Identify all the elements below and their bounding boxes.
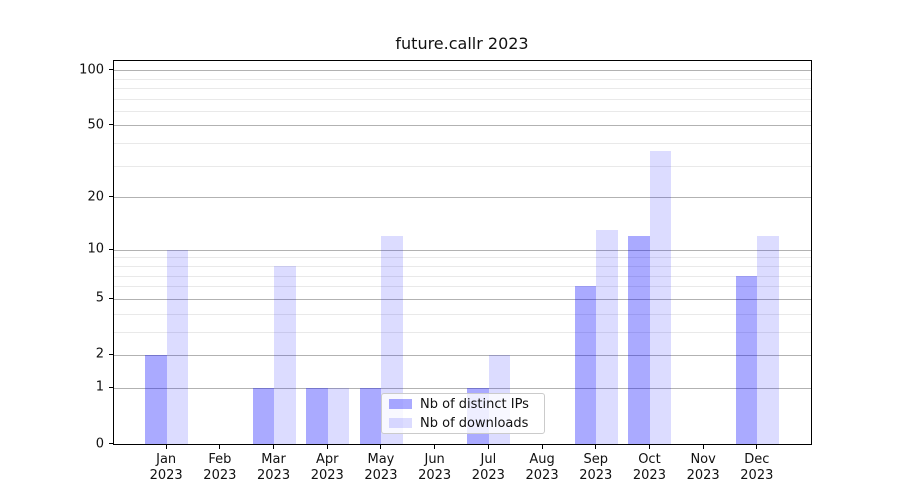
x-tick-label-Apr: Apr 2023 xyxy=(310,452,344,483)
gridline-minor-30 xyxy=(113,165,811,167)
y-tick-mark-5 xyxy=(108,297,113,299)
gridline-major-5 xyxy=(113,298,811,300)
bar-downloads-May xyxy=(381,236,403,444)
plot-area xyxy=(112,60,812,445)
gridline-minor-40 xyxy=(113,143,811,145)
y-tick-label-5: 5 xyxy=(95,290,104,306)
x-tick-label-Feb: Feb 2023 xyxy=(203,452,237,483)
x-tick-mark-Sep xyxy=(595,445,597,449)
gridline-major-1 xyxy=(113,387,811,389)
y-tick-label-1: 1 xyxy=(95,379,104,395)
x-tick-label-May: May 2023 xyxy=(364,452,398,483)
x-tick-mark-Jan xyxy=(165,445,167,449)
legend-swatch-downloads xyxy=(389,418,412,428)
bar-distinct-ips-Sep xyxy=(574,286,597,444)
x-tick-label-Nov: Nov 2023 xyxy=(686,452,720,483)
gridline-major-2 xyxy=(113,354,811,356)
bar-downloads-Oct xyxy=(649,151,672,444)
legend-label-distinct-ips: Nb of distinct IPs xyxy=(420,396,529,412)
x-tick-mark-Feb xyxy=(219,445,221,449)
gridline-minor-8 xyxy=(113,265,811,267)
gridline-minor-9 xyxy=(113,257,811,259)
y-tick-label-100: 100 xyxy=(79,62,104,78)
bar-downloads-Dec xyxy=(757,236,779,444)
x-tick-label-Oct: Oct 2023 xyxy=(632,452,666,483)
gridline-major-10 xyxy=(113,249,811,251)
x-tick-mark-Jun xyxy=(434,445,436,449)
gridline-minor-6 xyxy=(113,286,811,288)
gridline-minor-3 xyxy=(113,331,811,333)
y-tick-mark-0 xyxy=(108,443,113,444)
x-tick-mark-Apr xyxy=(326,445,328,449)
gridline-minor-7 xyxy=(113,275,811,277)
gridline-minor-80 xyxy=(113,87,811,89)
x-tick-mark-Aug xyxy=(541,445,543,449)
y-tick-label-2: 2 xyxy=(95,346,104,362)
gridline-major-20 xyxy=(113,197,811,199)
x-tick-mark-May xyxy=(380,445,382,449)
gridline-major-50 xyxy=(113,125,811,127)
legend-label-downloads: Nb of downloads xyxy=(420,415,529,431)
y-tick-label-20: 20 xyxy=(87,189,104,205)
x-tick-label-Jan: Jan 2023 xyxy=(149,452,183,483)
x-tick-label-Jul: Jul 2023 xyxy=(471,452,505,483)
y-tick-label-0: 0 xyxy=(95,436,104,451)
y-tick-mark-1 xyxy=(108,386,113,388)
bar-distinct-ips-Mar xyxy=(252,387,275,444)
bar-downloads-Mar xyxy=(274,265,296,444)
y-tick-mark-10 xyxy=(108,248,113,250)
x-tick-label-Aug: Aug 2023 xyxy=(525,452,559,483)
bar-downloads-Sep xyxy=(596,230,618,444)
bar-distinct-ips-Oct xyxy=(628,236,650,444)
y-tick-mark-50 xyxy=(108,124,113,126)
x-tick-mark-Nov xyxy=(702,445,704,449)
y-tick-mark-2 xyxy=(108,353,113,355)
x-tick-mark-Dec xyxy=(756,445,758,449)
x-tick-mark-Jul xyxy=(487,445,489,449)
gridline-minor-70 xyxy=(113,98,811,100)
x-tick-label-Jun: Jun 2023 xyxy=(418,452,452,483)
y-tick-label-10: 10 xyxy=(87,241,104,257)
y-tick-mark-20 xyxy=(108,196,113,198)
gridline-major-100 xyxy=(113,70,811,72)
gridline-minor-90 xyxy=(113,78,811,80)
y-tick-label-50: 50 xyxy=(87,117,104,133)
legend: Nb of distinct IPs Nb of downloads xyxy=(381,393,545,434)
legend-item-downloads: Nb of downloads xyxy=(389,416,537,431)
gridline-minor-4 xyxy=(113,313,811,315)
x-tick-label-Mar: Mar 2023 xyxy=(257,452,291,483)
legend-swatch-distinct-ips xyxy=(389,399,412,409)
gridline-minor-60 xyxy=(113,110,811,112)
x-tick-label-Dec: Dec 2023 xyxy=(740,452,774,483)
x-tick-mark-Oct xyxy=(648,445,650,449)
x-tick-label-Sep: Sep 2023 xyxy=(579,452,613,483)
bar-distinct-ips-Jan xyxy=(145,354,167,444)
bar-distinct-ips-May xyxy=(359,387,382,444)
y-tick-mark-100 xyxy=(108,69,113,71)
bar-distinct-ips-Dec xyxy=(735,275,758,444)
x-tick-mark-Mar xyxy=(273,445,275,449)
bar-downloads-Jan xyxy=(166,249,189,444)
bar-downloads-Apr xyxy=(327,387,350,444)
bar-distinct-ips-Apr xyxy=(306,387,328,444)
legend-item-distinct-ips: Nb of distinct IPs xyxy=(389,397,537,412)
chart-title: future.callr 2023 xyxy=(395,34,529,53)
